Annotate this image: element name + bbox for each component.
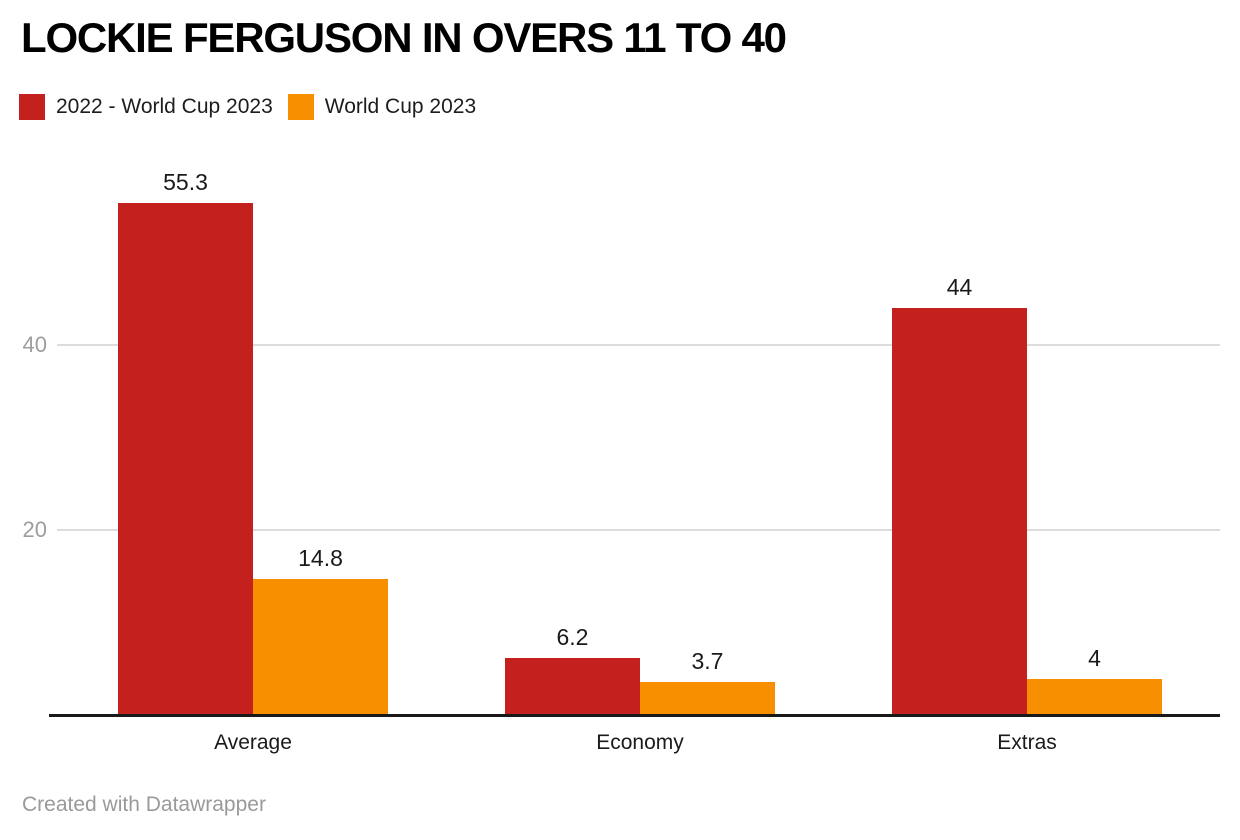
bar-group-average: 55.3 14.8 Average [118, 150, 388, 754]
y-tick-label-40: 40 [22, 331, 47, 357]
bar-extras-red[interactable] [892, 307, 1027, 716]
value-label-average-orange: 14.8 [298, 544, 343, 571]
legend-label: 2022 - World Cup 2023 [56, 95, 273, 118]
bar-group-economy: 6.2 3.7 Economy [505, 150, 775, 754]
legend-item-2022-world-cup-2023: 2022 - World Cup 2023 [19, 94, 273, 120]
gridline-20 [57, 529, 1220, 532]
bar-average-red[interactable] [118, 202, 253, 716]
x-axis-label-economy: Economy [596, 731, 684, 754]
y-tick-label-20: 20 [22, 517, 47, 543]
value-label-economy-red: 6.2 [556, 624, 589, 651]
legend-swatch-red [19, 94, 45, 120]
legend-label: World Cup 2023 [324, 95, 477, 118]
value-label-economy-orange: 3.7 [691, 647, 724, 674]
bar-economy-red[interactable] [505, 658, 640, 716]
gridline-40 [57, 343, 1220, 346]
bar-group-extras: 44 4 Extras [892, 150, 1162, 754]
x-axis-label-extras: Extras [997, 731, 1057, 754]
chart-title: LOCKIE FERGUSON IN OVERS 11 TO 40 [21, 14, 787, 61]
value-label-extras-orange: 4 [1088, 644, 1101, 671]
legend-item-world-cup-2023: World Cup 2023 [287, 94, 477, 120]
value-label-average-red: 55.3 [163, 168, 208, 195]
footer-credit[interactable]: Created with Datawrapper [22, 793, 266, 816]
plot-area: 55.3 14.8 Average 6.2 3.7 Economy 44 4 Extras [49, 150, 1220, 754]
x-axis-line [49, 714, 1220, 717]
x-axis-label-average: Average [214, 731, 292, 754]
bar-average-orange[interactable] [253, 578, 388, 716]
legend: 2022 - World Cup 2023 World Cup 2023 [19, 94, 476, 120]
value-label-extras-red: 44 [946, 273, 973, 300]
bar-economy-orange[interactable] [640, 681, 775, 716]
legend-swatch-orange [287, 94, 314, 120]
bar-extras-orange[interactable] [1027, 678, 1162, 716]
